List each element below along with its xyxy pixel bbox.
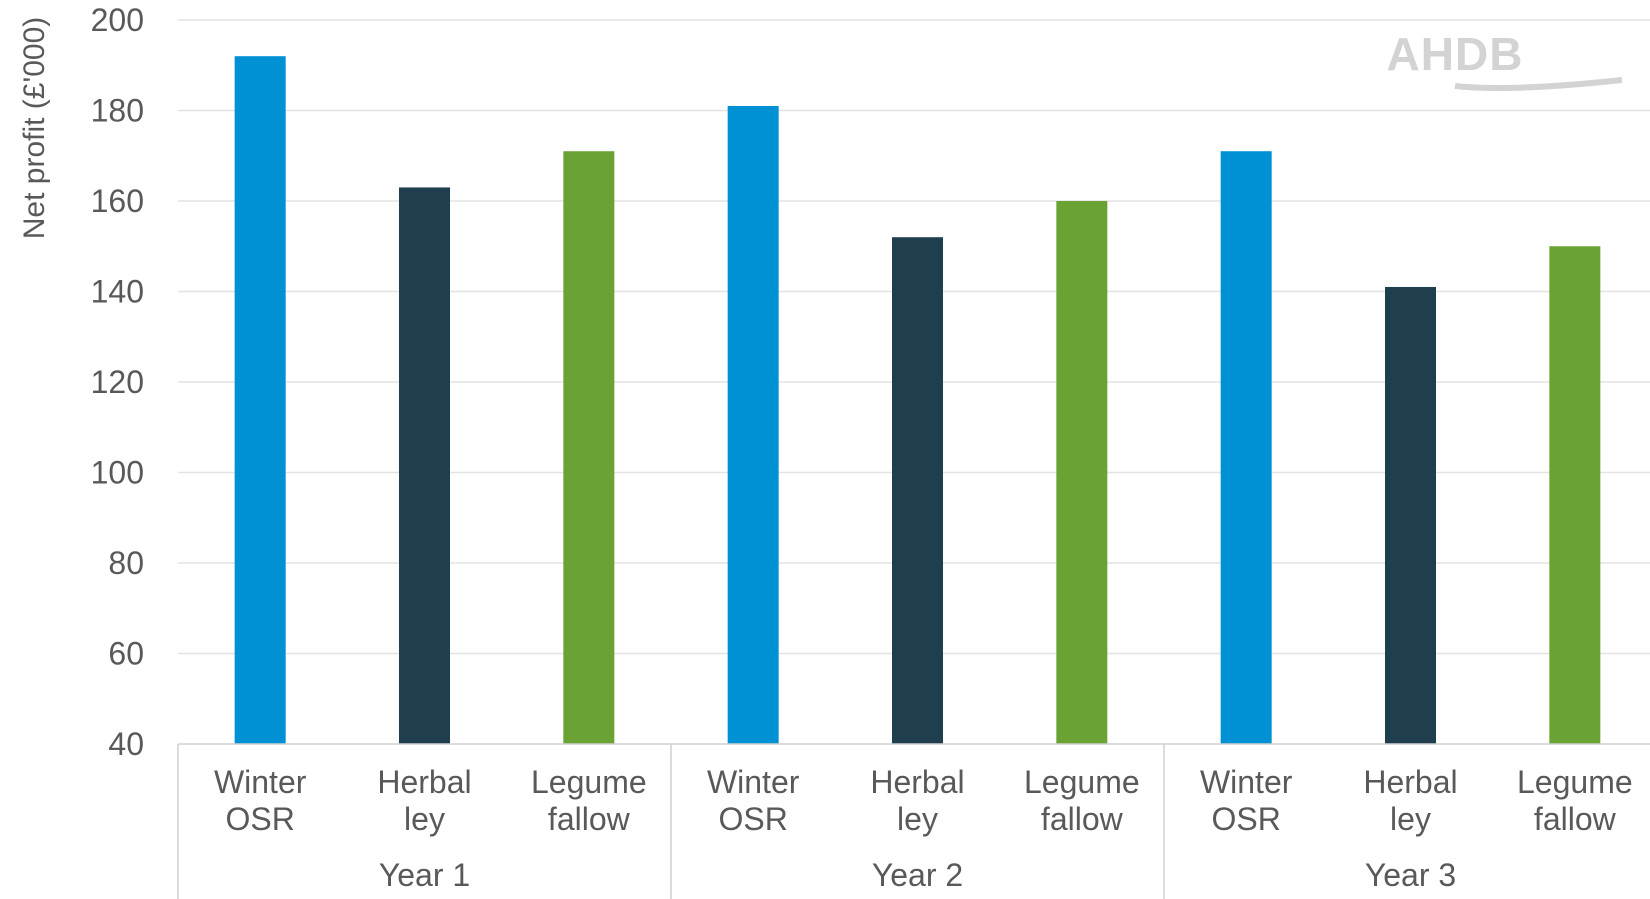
x-category-label: Winter [707, 764, 800, 800]
axes [177, 743, 1650, 899]
x-category-label: Herbal [870, 764, 964, 800]
bar [234, 56, 286, 744]
x-category-label: OSR [1211, 801, 1280, 837]
y-tick-label: 200 [91, 2, 144, 38]
x-category-label: Legume [1517, 764, 1633, 800]
x-category-label: fallow [1534, 801, 1617, 837]
y-tick-label: 40 [108, 726, 144, 762]
x-category-label: Winter [1200, 764, 1293, 800]
y-tick-label: 100 [91, 455, 144, 491]
x-category-label: Legume [1024, 764, 1140, 800]
x-category-label: ley [1390, 801, 1431, 837]
bar [892, 237, 943, 744]
bar [1056, 201, 1108, 744]
x-category-label: Legume [531, 764, 647, 800]
logo-swoosh-icon [1454, 77, 1623, 91]
x-category-label: ley [404, 801, 445, 837]
labels: 406080100120140160180200WinterOSRHerball… [91, 2, 1633, 893]
x-group-label: Year 1 [379, 857, 470, 893]
y-axis-title: Net profit (£'000) [18, 17, 51, 240]
bar [399, 187, 450, 745]
x-category-label: OSR [718, 801, 787, 837]
bars [234, 56, 1601, 745]
logo-text: AHDB [1387, 28, 1524, 80]
bar [1549, 246, 1601, 744]
bar [1385, 286, 1436, 744]
x-group-label: Year 3 [1365, 857, 1456, 893]
x-category-label: Winter [214, 764, 307, 800]
x-category-label: fallow [1041, 801, 1124, 837]
y-tick-label: 120 [91, 364, 144, 400]
bar [727, 105, 779, 745]
y-tick-label: 80 [108, 545, 144, 581]
ahdb-logo: AHDB [1387, 28, 1623, 91]
x-group-label: Year 2 [872, 857, 963, 893]
y-tick-label: 140 [91, 274, 144, 310]
bar [563, 151, 615, 745]
x-category-label: Herbal [377, 764, 471, 800]
y-tick-label: 180 [91, 93, 144, 129]
y-tick-label: 160 [91, 183, 144, 219]
x-category-label: ley [897, 801, 938, 837]
x-category-label: OSR [225, 801, 294, 837]
y-tick-label: 60 [108, 636, 144, 672]
x-category-label: fallow [548, 801, 631, 837]
bar [1220, 151, 1272, 745]
x-category-label: Herbal [1363, 764, 1457, 800]
